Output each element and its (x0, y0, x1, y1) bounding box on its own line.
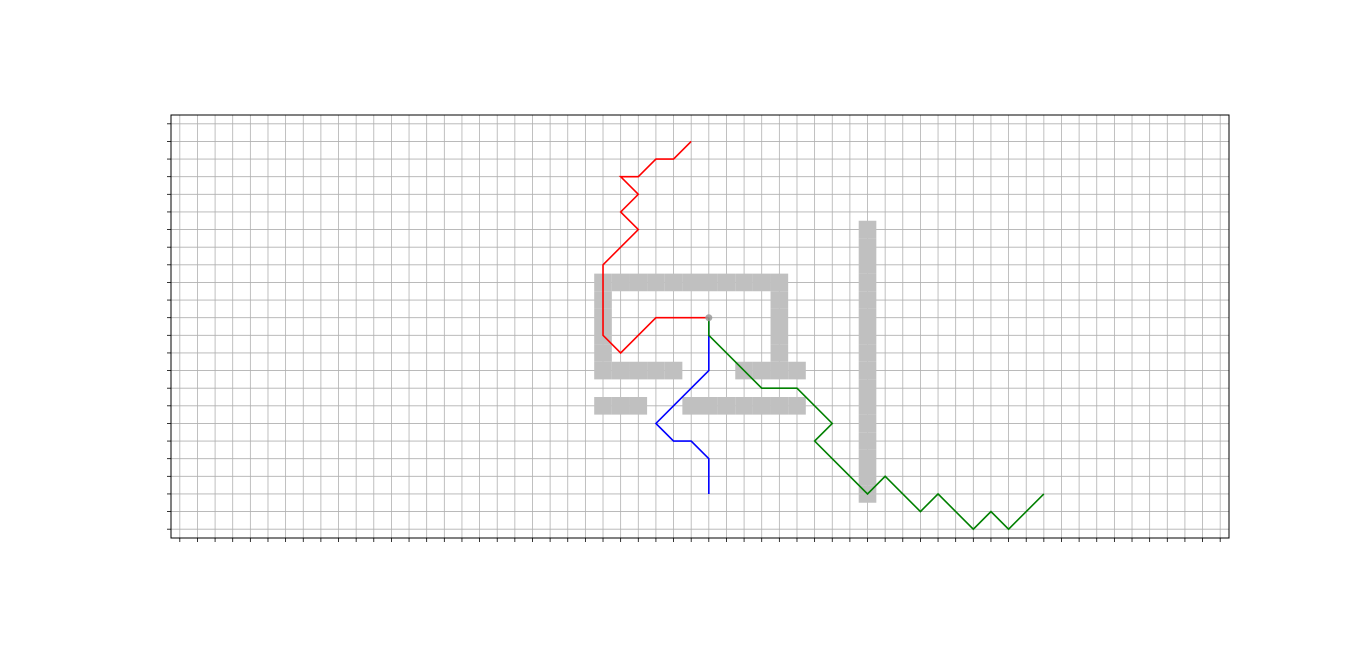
obstacle-cell (629, 397, 648, 415)
obstacle-cell (629, 361, 648, 380)
obstacle-cell (682, 397, 700, 415)
ticks (167, 123, 1221, 542)
obstacles (594, 220, 877, 503)
obstacle-cell (858, 449, 877, 468)
obstacle-cell (858, 397, 877, 415)
obstacle-cell (770, 361, 789, 380)
obstacle-cell (858, 256, 877, 274)
obstacle-cell (858, 344, 877, 362)
obstacle-cell (629, 273, 648, 292)
obstacle-cell (858, 414, 877, 433)
obstacle-cell (717, 273, 736, 292)
path-line-3 (708, 317, 1045, 531)
obstacle-cell (700, 397, 718, 415)
obstacle-cell (594, 344, 612, 362)
obstacle-cell (752, 273, 771, 292)
path-line-1 (654, 317, 710, 494)
path-line-2 (602, 140, 709, 355)
obstacle-cell (858, 379, 877, 397)
obstacle-cell (858, 326, 877, 345)
obstacle-cell (647, 361, 665, 380)
obstacle-cell (611, 361, 630, 380)
obstacle-cell (611, 273, 630, 292)
obstacle-cell (858, 291, 877, 309)
obstacle-cell (770, 397, 789, 415)
obstacle-cell (752, 361, 771, 380)
obstacle-cell (700, 273, 718, 292)
paths (602, 140, 1045, 531)
obstacle-cell (770, 291, 789, 309)
obstacle-cell (858, 432, 877, 450)
obstacle-cell (858, 238, 877, 256)
obstacle-cell (735, 273, 753, 292)
obstacle-cell (664, 273, 683, 292)
obstacle-cell (858, 308, 877, 327)
obstacle-cell (664, 361, 683, 380)
obstacle-cell (735, 397, 753, 415)
axes-frame (170, 114, 1230, 539)
start-marker (705, 314, 713, 322)
obstacle-cell (682, 273, 700, 292)
obstacle-cell (770, 308, 789, 327)
obstacle-cell (858, 467, 877, 486)
obstacle-cell (594, 397, 612, 415)
obstacle-cell (858, 273, 877, 292)
obstacle-cell (594, 361, 612, 380)
obstacle-cell (611, 397, 630, 415)
plot-area (171, 115, 1229, 538)
obstacle-cell (858, 220, 877, 239)
obstacle-cell (788, 361, 806, 380)
obstacle-cell (647, 273, 665, 292)
obstacle-cell (788, 397, 806, 415)
obstacle-cell (858, 361, 877, 380)
obstacle-cell (770, 273, 789, 292)
start-marker-group (705, 314, 713, 322)
obstacle-cell (770, 344, 789, 362)
obstacle-cell (770, 326, 789, 345)
obstacle-cell (752, 397, 771, 415)
obstacle-cell (717, 397, 736, 415)
grid (171, 115, 1229, 538)
